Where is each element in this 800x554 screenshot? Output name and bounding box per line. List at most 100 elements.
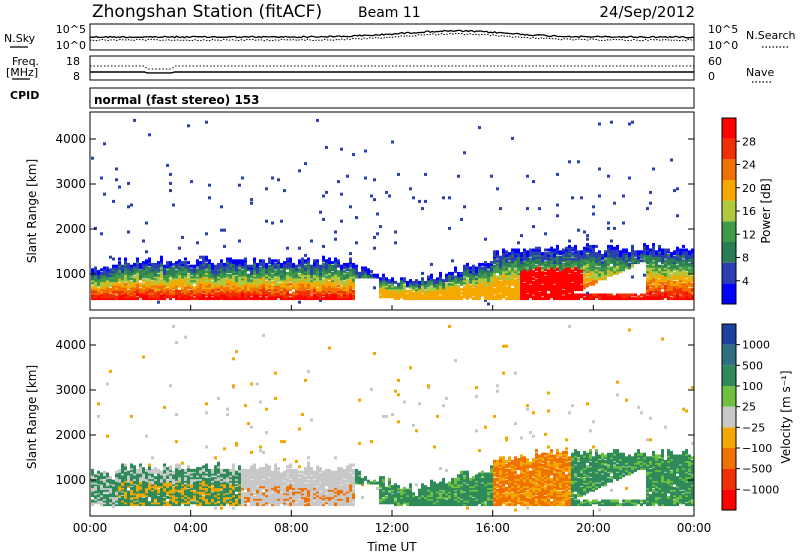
range-gate-cell — [625, 262, 628, 266]
range-gate-cell — [625, 253, 628, 257]
range-gate-cell — [109, 477, 112, 481]
range-gate-cell — [202, 476, 205, 480]
range-gate-cell — [649, 282, 652, 286]
range-gate-cell — [463, 295, 466, 299]
range-gate-cell — [670, 288, 673, 292]
range-gate-cell — [460, 297, 463, 301]
range-gate-cell — [553, 261, 556, 265]
range-gate-cell — [529, 248, 532, 252]
range-gate-cell — [307, 266, 310, 270]
range-gate-cell — [658, 295, 661, 299]
range-gate-cell — [442, 286, 445, 290]
range-gate-cell — [517, 259, 520, 263]
range-gate-cell — [127, 291, 130, 295]
range-gate-cell — [601, 297, 604, 301]
range-gate-cell — [154, 297, 157, 301]
range-gate-cell — [109, 280, 112, 284]
range-gate-cell — [397, 282, 400, 286]
range-gate-cell — [181, 280, 184, 284]
range-gate-cell — [451, 279, 454, 283]
range-gate-cell — [565, 271, 568, 275]
range-gate-cell — [661, 277, 664, 281]
range-gate-cell — [556, 262, 559, 266]
range-gate-cell — [166, 476, 169, 480]
range-gate-cell — [673, 280, 676, 284]
range-gate-cell — [172, 273, 175, 277]
range-gate-cell — [586, 257, 589, 261]
range-gate-cell — [169, 295, 172, 299]
range-gate-cell — [592, 271, 595, 275]
range-gate-cell — [112, 295, 115, 299]
range-gate-cell — [523, 268, 526, 272]
range-gate-cell — [583, 273, 586, 277]
range-gate-cell — [205, 494, 208, 498]
range-gate-cell — [103, 494, 106, 498]
range-gate-cell — [661, 255, 664, 259]
range-gate-cell — [391, 279, 394, 283]
range-gate-cell — [265, 277, 268, 281]
range-gate-cell — [109, 497, 112, 501]
range-gate-cell — [658, 291, 661, 295]
range-gate-cell — [232, 270, 235, 274]
range-gate-cell — [481, 282, 484, 286]
range-gate-cell — [556, 295, 559, 299]
range-gate-cell — [184, 293, 187, 297]
range-gate-cell — [547, 271, 550, 275]
range-gate-cell — [691, 297, 694, 301]
range-gate-cell — [652, 248, 655, 252]
range-gate-cell — [415, 286, 418, 290]
range-gate-cell — [676, 255, 679, 259]
range-gate-cell — [124, 277, 127, 281]
range-gate-cell — [664, 252, 667, 256]
range-gate-cell — [208, 472, 211, 476]
range-gate-cell — [529, 261, 532, 265]
range-gate-cell — [334, 257, 337, 261]
range-gate-cell — [547, 295, 550, 299]
range-gate-cell — [634, 261, 637, 265]
range-gate-cell — [139, 483, 142, 487]
range-gate-cell — [622, 266, 625, 270]
range-gate-cell — [163, 293, 166, 297]
range-gate-cell — [262, 295, 265, 299]
range-gate-cell — [577, 250, 580, 254]
range-gate-cell — [169, 268, 172, 272]
range-gate-cell — [364, 275, 367, 279]
range-gate-cell — [556, 279, 559, 283]
range-gate-cell — [220, 297, 223, 301]
range-gate-cell — [196, 467, 199, 471]
range-gate-cell — [292, 275, 295, 279]
range-gate-cell — [100, 481, 103, 485]
range-gate-cell — [415, 282, 418, 286]
range-gate-cell — [466, 297, 469, 301]
range-gate-cell — [661, 261, 664, 265]
range-gate-cell — [94, 282, 97, 286]
range-gate-cell — [241, 261, 244, 265]
range-gate-cell — [490, 262, 493, 266]
range-gate-cell — [439, 288, 442, 292]
range-gate-cell — [91, 271, 94, 275]
range-gate-cell — [229, 468, 232, 472]
range-gate-cell — [484, 261, 487, 265]
range-gate-cell — [214, 501, 217, 505]
range-gate-cell — [208, 488, 211, 492]
range-gate-cell — [127, 497, 130, 501]
range-gate-cell — [316, 293, 319, 297]
range-gate-cell — [115, 268, 118, 272]
range-gate-cell — [238, 273, 241, 277]
range-gate-cell — [172, 481, 175, 485]
range-gate-cell — [541, 253, 544, 257]
range-gate-cell — [157, 503, 160, 507]
range-gate-cell — [160, 483, 163, 487]
range-gate-cell — [583, 255, 586, 259]
range-gate-cell — [97, 271, 100, 275]
range-gate-cell — [190, 472, 193, 476]
range-gate-cell — [484, 270, 487, 274]
range-gate-cell — [436, 280, 439, 284]
range-gate-cell — [235, 282, 238, 286]
range-gate-cell — [235, 291, 238, 295]
range-gate-cell — [112, 488, 115, 492]
range-gate-cell — [178, 483, 181, 487]
range-gate-cell — [133, 501, 136, 505]
range-gate-cell — [433, 280, 436, 284]
range-gate-cell — [178, 297, 181, 301]
